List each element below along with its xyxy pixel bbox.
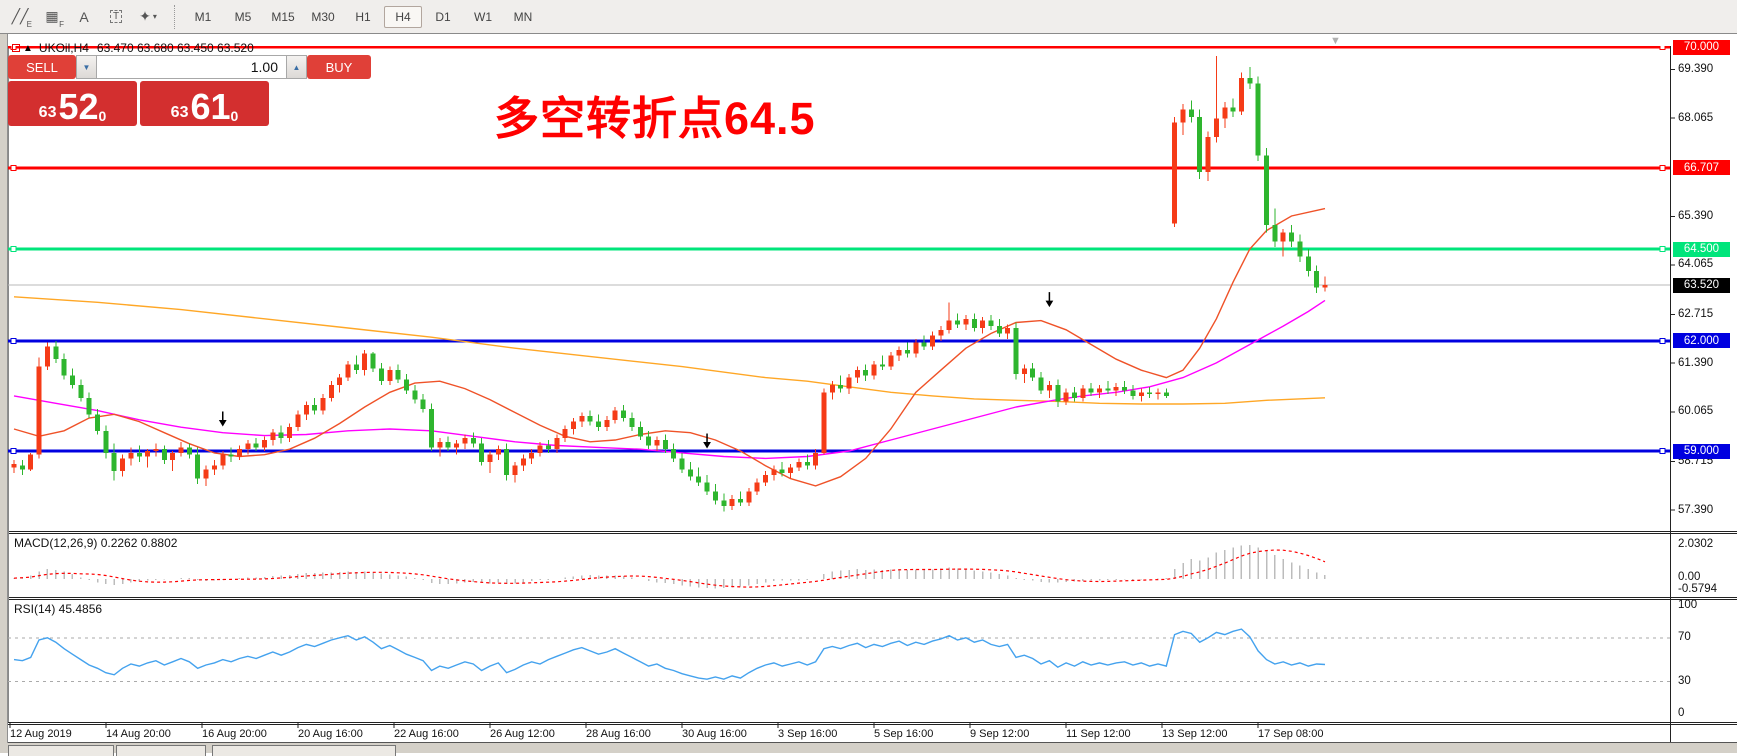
arrows-icon[interactable]: ✦ ▾ [139,8,157,24]
timeframe-m1[interactable]: M1 [194,9,212,24]
timeframe-h1[interactable]: H1 [355,9,371,24]
price-level-badge: 70.000 [1673,39,1730,55]
buy-button[interactable]: BUY [307,55,371,79]
timeframe-group: M1 M5 M15 M30 H1 H4 D1 W1 MN [183,5,543,28]
chart-tab-1[interactable] [8,745,114,756]
chart-tab-2[interactable] [116,745,206,756]
time-tick-label: 5 Sep 16:00 [874,728,934,740]
macd-histogram [13,545,1326,589]
draw-tools-group: ╱╱ E ▦ F A T ✦ ▾ [4,5,164,29]
price-level-badge: 63.520 [1673,277,1730,293]
timeframe-w1[interactable]: W1 [474,9,492,24]
time-tick-label: 26 Aug 12:00 [490,728,555,740]
text-label-icon[interactable]: T [103,5,129,29]
timeframe-m30[interactable]: M30 [311,9,335,24]
symbol-square-icon [12,44,20,52]
price-tick-label: 69.390 [1678,62,1714,75]
horizontal-levels [8,44,1670,455]
chart-top-strip [0,34,1737,46]
time-tick-label: 16 Aug 20:00 [202,728,267,740]
macd-scale-label: 0.00 [1678,571,1701,583]
chart-markers [218,292,1054,449]
price-tick-label: 65.390 [1678,209,1714,222]
time-tick-label: 11 Sep 12:00 [1066,728,1131,740]
time-tick-label: 13 Sep 12:00 [1162,728,1228,740]
buy-price-big-figure: 63 [170,104,189,121]
time-tick-label: 20 Aug 16:00 [298,728,363,740]
timeframe-mn[interactable]: MN [513,9,533,24]
macd-scale-label: -0.5794 [1678,583,1718,595]
sell-price-box[interactable]: 63 52 0 [8,81,137,126]
macd-scale-label: 2.0302 [1678,538,1714,550]
buy-price-main: 61 [190,86,231,128]
equidistant-channel-icon[interactable]: ╱╱ E [11,8,32,29]
rsi-scale-label: 70 [1678,631,1691,643]
buy-price-box[interactable]: 63 61 0 [140,81,269,126]
macd-signal-line [13,549,1326,588]
timeframe-m15[interactable]: M15 [271,9,295,24]
sell-price-big-figure: 63 [38,104,57,121]
chart-title: UKOil,H4 [38,41,89,55]
macd-label: MACD(12,26,9) 0.2262 0.8802 [14,536,178,550]
toolbar: ╱╱ E ▦ F A T ✦ ▾ M1 M5 M15 M30 H1 H4 D1 W1 MN [0,0,1737,34]
price-level-badge: 64.500 [1673,241,1730,257]
rsi-label: RSI(14) 45.4856 [14,602,103,616]
price-level-badge: 62.000 [1673,333,1730,349]
symbol-triangle-icon: ▲ [23,42,33,54]
volume-input[interactable] [97,55,286,79]
volume-decrease-button[interactable]: ▼ [76,55,97,79]
panel-borders [0,33,1737,743]
time-tick-label: 17 Sep 08:00 [1258,728,1324,740]
price-tick-label: 60.065 [1678,405,1714,418]
rsi-levels [8,637,1670,682]
rsi-scale-label: 0 [1678,707,1685,719]
one-click-trading-panel: SELL ▼ ▲ BUY 63 52 0 63 61 0 [8,55,371,126]
timeframe-d1[interactable]: D1 [435,9,451,24]
rsi-scale-label: 100 [1678,599,1698,611]
scroll-to-end-marker[interactable]: ▼ [1330,35,1341,47]
chart-quotes: 63.470 63.680 63.450 63.520 [96,41,254,55]
sell-price-main: 52 [58,86,99,128]
fibonacci-grid-icon[interactable]: ▦ F [45,8,64,29]
price-tick-label: 62.715 [1678,308,1714,321]
buy-price-pip: 0 [230,108,239,124]
bottom-tab-strip [0,743,1737,753]
price-tick-label: 57.390 [1678,503,1714,516]
timeframe-h4[interactable]: H4 [384,5,422,28]
price-level-badge: 66.707 [1673,160,1730,176]
time-tick-label: 28 Aug 16:00 [586,728,651,740]
time-tick-label: 14 Aug 20:00 [106,728,171,740]
time-axis-ticks [9,723,1259,728]
price-tick-label: 61.390 [1678,356,1714,369]
window-left-border [0,33,8,753]
time-tick-label: 22 Aug 16:00 [394,728,459,740]
rsi-line [13,628,1326,680]
time-tick-label: 3 Sep 16:00 [778,728,838,740]
timeframe-m5[interactable]: M5 [234,9,252,24]
price-axis-ticks [1670,68,1675,511]
candlesticks [11,56,1328,512]
sell-price-pip: 0 [98,108,107,124]
text-icon[interactable]: A [79,8,89,25]
volume-increase-button[interactable]: ▲ [286,55,307,79]
chart-tab-3[interactable] [212,745,396,756]
rsi-scale-label: 30 [1678,675,1691,687]
time-tick-label: 30 Aug 16:00 [682,728,747,740]
time-tick-label: 9 Sep 12:00 [970,728,1030,740]
chart-annotation-text: 多空转折点64.5 [494,93,816,144]
price-tick-label: 68.065 [1678,111,1714,124]
sell-button[interactable]: SELL [8,55,76,79]
price-level-badge: 59.000 [1673,443,1730,459]
toolbar-separator [174,4,175,29]
time-tick-label: 12 Aug 2019 [10,728,72,740]
price-tick-label: 64.065 [1678,258,1714,271]
chart-title-row: ▲ UKOil,H4 63.470 63.680 63.450 63.520 [12,41,254,55]
